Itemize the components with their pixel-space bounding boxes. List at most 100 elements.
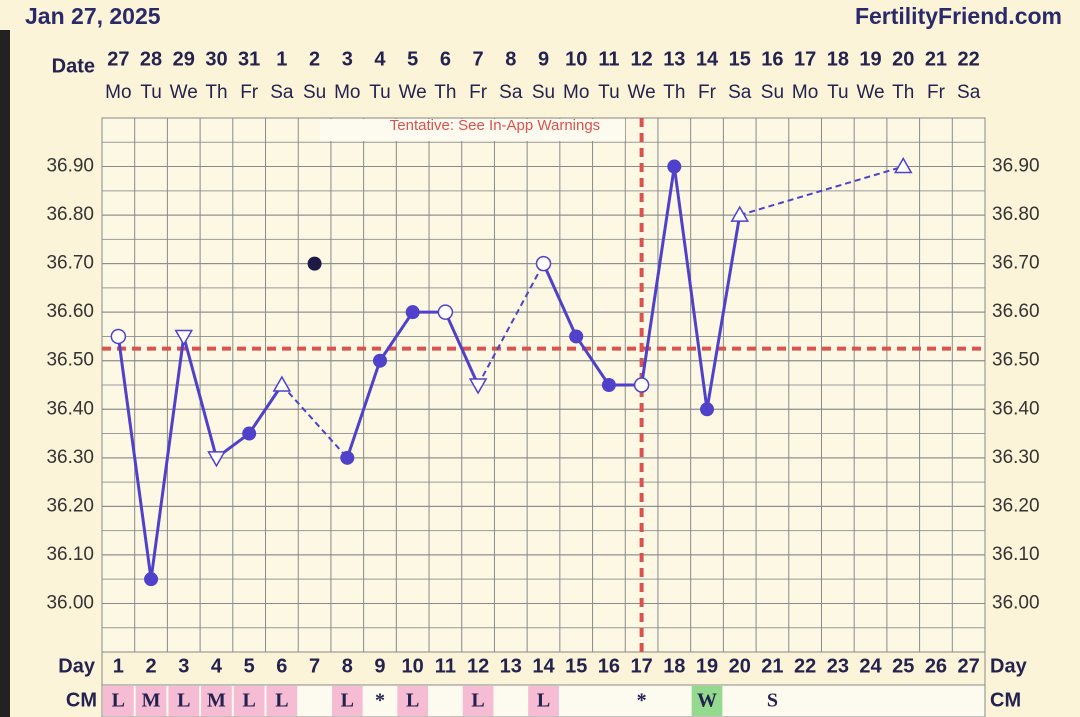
open-point bbox=[437, 304, 454, 320]
cm-value: * bbox=[375, 690, 385, 712]
day-number: 17 bbox=[630, 655, 652, 677]
cm-cell bbox=[233, 686, 265, 716]
weekday-label: Mo bbox=[563, 82, 589, 103]
day-number: 9 bbox=[374, 655, 385, 677]
date-label: 27 bbox=[107, 48, 129, 70]
weekday-label: Mo bbox=[792, 82, 818, 103]
weekday-label: Fr bbox=[469, 82, 488, 103]
date-label: 2 bbox=[309, 48, 320, 70]
day-number: 16 bbox=[598, 655, 620, 677]
y-tick-label: 36.50 bbox=[46, 350, 94, 371]
day-number: 7 bbox=[309, 655, 320, 677]
weekday-label: Mo bbox=[105, 82, 131, 103]
day-number: 1 bbox=[113, 655, 124, 677]
temp-segment bbox=[182, 336, 218, 459]
date-label: 10 bbox=[565, 48, 587, 70]
cm-value: S bbox=[767, 690, 778, 712]
date-label: 8 bbox=[505, 48, 516, 70]
day-number: 27 bbox=[958, 655, 980, 677]
y-tick-label-right: 36.90 bbox=[992, 156, 1040, 177]
cm-value: * bbox=[637, 690, 647, 712]
day-number: 10 bbox=[402, 655, 424, 677]
temp-point bbox=[372, 353, 387, 368]
cm-label: CM bbox=[66, 689, 97, 711]
y-tick-label: 36.30 bbox=[46, 447, 94, 468]
cm-value: M bbox=[207, 690, 226, 712]
y-tick-label-right: 36.00 bbox=[992, 592, 1040, 613]
cm-cell bbox=[201, 686, 232, 716]
cm-cell bbox=[103, 686, 134, 716]
date-label: 28 bbox=[140, 48, 162, 70]
date-label: 31 bbox=[238, 48, 260, 70]
weekday-label: Tu bbox=[140, 82, 161, 103]
y-tick-label-right: 36.70 bbox=[992, 253, 1040, 274]
weekday-label: Th bbox=[663, 82, 685, 103]
cm-cell bbox=[528, 686, 559, 716]
cm-value: L bbox=[177, 690, 190, 712]
weekday-label: Tu bbox=[369, 82, 390, 103]
date-label: 30 bbox=[205, 48, 227, 70]
date-label: 18 bbox=[827, 48, 849, 70]
temp-point bbox=[569, 329, 584, 344]
weekday-label: Fr bbox=[927, 82, 946, 103]
day-number: 19 bbox=[696, 655, 718, 677]
day-number: 4 bbox=[211, 655, 223, 677]
y-tick-label-right: 36.60 bbox=[992, 301, 1040, 322]
weekday-label: Tu bbox=[598, 82, 619, 103]
annotation-box bbox=[320, 119, 625, 141]
temp-point bbox=[242, 426, 257, 441]
cm-value: M bbox=[142, 690, 161, 712]
date-label: 9 bbox=[538, 48, 549, 70]
day-number: 23 bbox=[827, 655, 849, 677]
weekday-label: We bbox=[856, 82, 884, 103]
weekday-label: Sa bbox=[499, 82, 523, 103]
open-triangle-down bbox=[468, 378, 488, 395]
date-label: 21 bbox=[925, 48, 947, 70]
day-number: 5 bbox=[244, 655, 255, 677]
y-tick-label: 36.20 bbox=[46, 495, 94, 516]
y-tick-label-right: 36.30 bbox=[992, 447, 1040, 468]
day-number: 24 bbox=[859, 655, 882, 677]
edge bbox=[0, 30, 10, 717]
cm-label-right: CM bbox=[990, 689, 1021, 711]
y-tick-label: 36.40 bbox=[46, 398, 94, 419]
temp-segment bbox=[149, 336, 186, 580]
date-label: 22 bbox=[958, 48, 980, 70]
y-tick-label: 36.00 bbox=[46, 592, 94, 613]
y-tick-label-right: 36.50 bbox=[992, 350, 1040, 371]
cm-cell bbox=[397, 686, 429, 716]
temp-point bbox=[144, 572, 159, 587]
cm-value: L bbox=[537, 690, 550, 712]
weekday-label: Fr bbox=[698, 82, 717, 103]
temp-segment bbox=[345, 360, 382, 459]
day-number: 14 bbox=[532, 655, 555, 677]
open-triangle-down bbox=[174, 329, 194, 346]
open-triangle-up bbox=[893, 157, 913, 174]
cm-value: L bbox=[242, 690, 255, 712]
date-label: 14 bbox=[696, 48, 719, 70]
temp-point bbox=[405, 305, 420, 320]
date-label: 3 bbox=[342, 48, 353, 70]
cm-cell bbox=[135, 686, 167, 716]
weekday-label: Su bbox=[532, 82, 555, 103]
open-triangle-down bbox=[207, 451, 226, 468]
weekday-label: Fr bbox=[240, 82, 259, 103]
weekday-label: We bbox=[170, 82, 198, 103]
y-tick-label: 36.60 bbox=[46, 301, 94, 322]
y-tick-label: 36.70 bbox=[46, 253, 94, 274]
cm-cell bbox=[168, 686, 200, 716]
cm-value: W bbox=[697, 690, 717, 712]
open-triangle-up bbox=[272, 375, 292, 392]
temp-segment bbox=[542, 263, 578, 338]
chart-title: Jan 27, 2025 bbox=[25, 3, 161, 29]
date-label: Date bbox=[52, 55, 95, 77]
weekday-label: Su bbox=[761, 82, 784, 103]
cm-value: L bbox=[112, 690, 125, 712]
discarded-point bbox=[307, 256, 322, 271]
cm-cell bbox=[462, 686, 494, 716]
cm-value: L bbox=[471, 690, 484, 712]
open-triangle-up bbox=[730, 205, 750, 222]
temp-segment bbox=[444, 311, 480, 386]
weekday-label: Sa bbox=[728, 82, 752, 103]
day-number: 22 bbox=[794, 655, 816, 677]
